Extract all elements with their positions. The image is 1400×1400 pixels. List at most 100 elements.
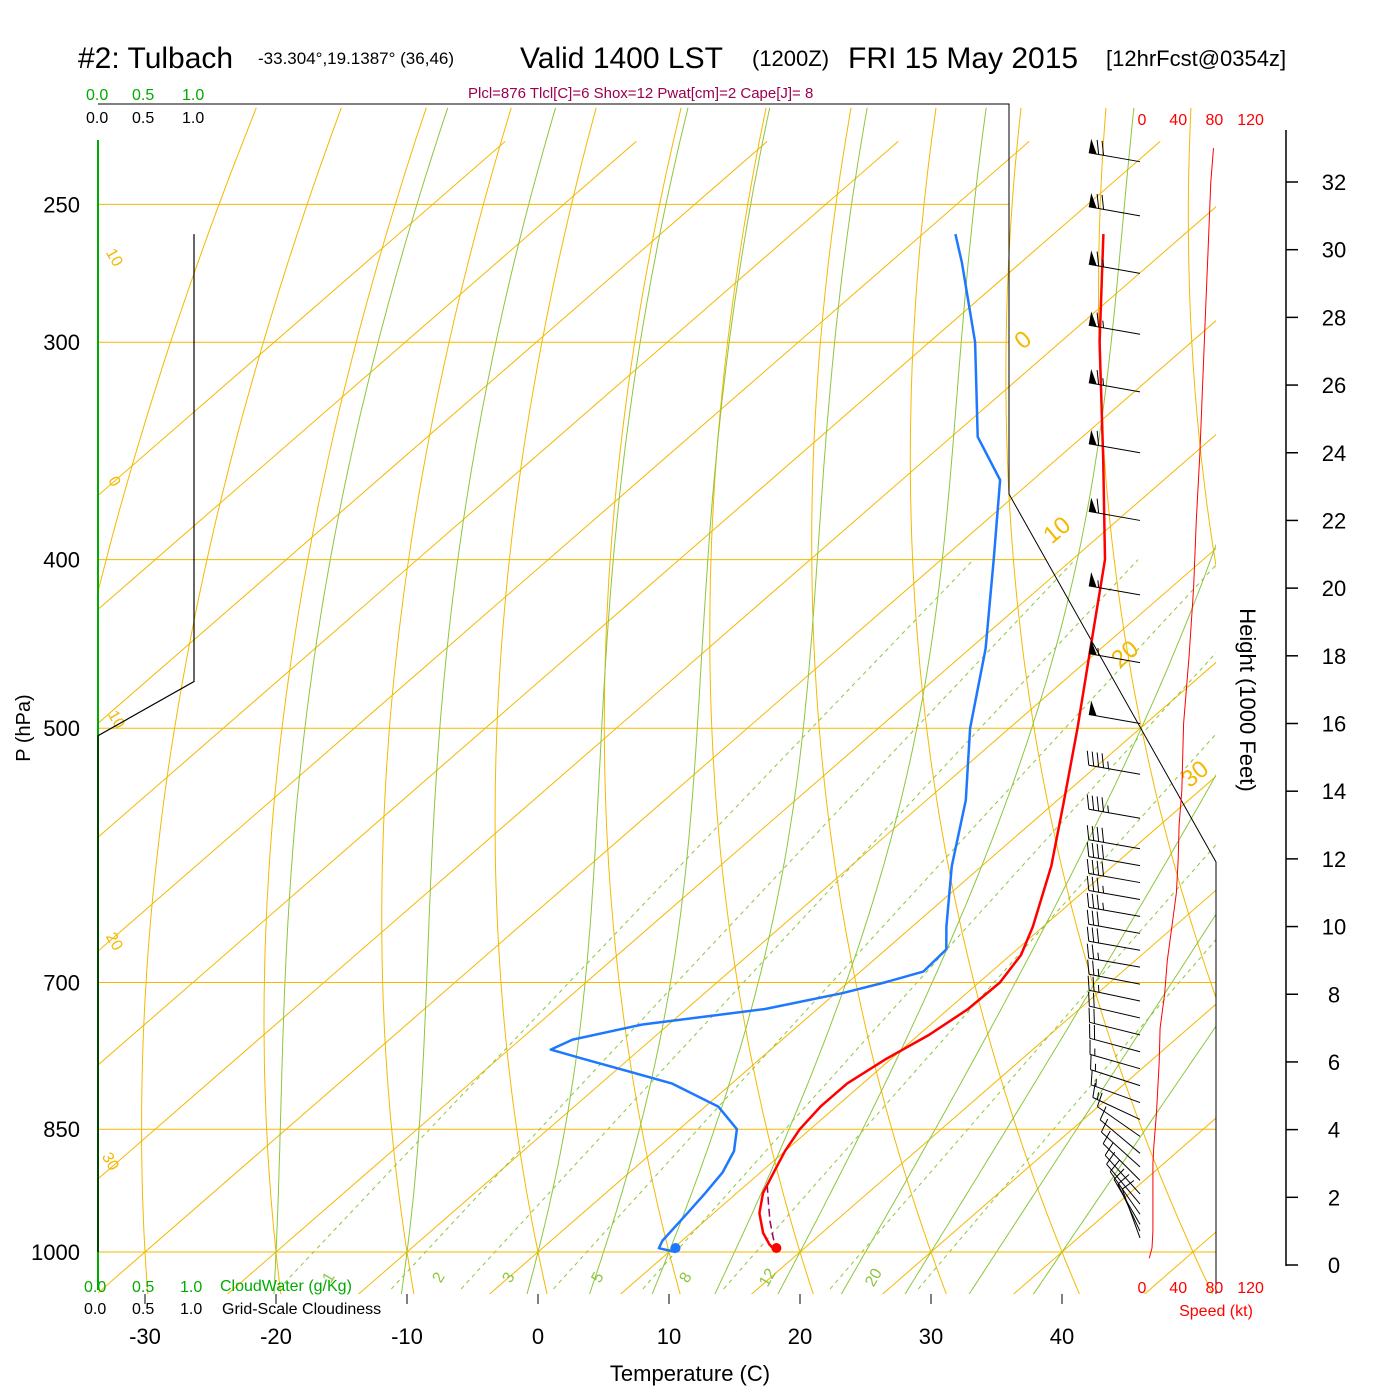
height-tick-label: 14: [1322, 779, 1346, 804]
barb-full: [1092, 1083, 1096, 1098]
chart-title: #2: Tulbach -33.304°,19.1387° (36,46) Va…: [78, 42, 1286, 75]
barb-shaft: [1088, 940, 1141, 951]
barb-full: [1092, 976, 1095, 992]
title-station: #2: Tulbach: [78, 42, 233, 75]
mixing-ratio-line: [391, 559, 1076, 1290]
barb-full: [1101, 861, 1105, 877]
barb-flag: [1088, 369, 1097, 385]
barb-half: [1097, 968, 1100, 977]
barb-shaft: [1088, 653, 1141, 664]
cw-tick-top-2: 1.0: [182, 87, 204, 104]
barb-half: [1095, 1079, 1097, 1087]
height-tick-label: 28: [1322, 305, 1346, 330]
isotherm-line: [1241, 141, 1400, 1324]
cc-tick-top-1: 0.5: [132, 110, 154, 127]
barb-half: [1107, 805, 1109, 813]
barb-full: [1099, 1106, 1107, 1121]
barb-shaft: [1088, 714, 1141, 724]
moist-adiabat-line: [904, 774, 1216, 1294]
x-tick-label: 30: [919, 1324, 943, 1349]
barb-full: [1091, 859, 1095, 875]
barb-full: [1092, 960, 1095, 976]
barb-shaft: [1088, 152, 1141, 163]
cc-tick-bot-0: 0.0: [84, 1301, 106, 1318]
barb-full: [1086, 875, 1090, 891]
barb-full: [1096, 894, 1100, 910]
barb-full: [1096, 251, 1100, 267]
barb-shaft: [1088, 764, 1141, 775]
wind-barb: [1089, 1023, 1141, 1053]
wind-barb: [1088, 497, 1141, 521]
moist-adiabat-line: [651, 107, 868, 1294]
x-tick-label: 10: [657, 1324, 681, 1349]
barb-shaft: [1097, 1106, 1141, 1137]
wind-speed-line: [1148, 148, 1214, 1259]
barb-full: [1121, 1180, 1135, 1190]
dry-adiabat-line: [1098, 107, 1216, 1000]
barb-full: [1091, 944, 1095, 960]
cc-tick-bot-2: 1.0: [180, 1301, 202, 1318]
barb-full: [1096, 843, 1100, 859]
surface-dewpoint-point: [670, 1243, 681, 1253]
mixing-ratio-line: [278, 559, 974, 1290]
barb-half: [1096, 1092, 1100, 1100]
barb-shaft: [1104, 1154, 1141, 1195]
wind-barb: [1099, 1106, 1141, 1154]
barb-full: [1090, 1070, 1093, 1085]
barb-half: [1097, 984, 1100, 993]
barb-shaft: [1121, 1188, 1141, 1239]
barb-shaft: [1113, 1179, 1141, 1225]
barb-full: [1096, 860, 1100, 876]
barb-full: [1096, 139, 1100, 155]
isotherm-line: [488, 661, 1216, 1294]
height-tick-label: 8: [1328, 982, 1340, 1007]
barb-shaft: [1088, 923, 1141, 934]
barb-flag: [1088, 700, 1097, 716]
barb-full: [1092, 992, 1095, 1008]
wind-barb: [1087, 975, 1141, 1002]
barb-full: [1091, 842, 1095, 858]
dry-adiabat-line: [1361, 108, 1400, 1324]
barb-full: [1101, 844, 1105, 860]
barb-full: [1096, 430, 1100, 446]
x-tick-label: 40: [1050, 1324, 1074, 1349]
dewpoint-line: [549, 233, 1002, 1254]
barb-full: [1086, 859, 1090, 874]
barb-shaft: [1090, 1084, 1141, 1104]
cloud-scale-top: 0.0 0.5 1.0 0.0 0.5 1.0: [86, 87, 204, 127]
wind-barb: [1087, 959, 1141, 985]
wind-barb: [1088, 639, 1141, 664]
barb-shaft: [1089, 1021, 1141, 1036]
barb-full: [1091, 910, 1095, 926]
mixing-ratio-label: 8: [677, 1270, 696, 1286]
isotherm-line: [98, 141, 899, 838]
barb-full: [1087, 975, 1090, 991]
title-coords: -33.304°,19.1387° (36,46): [258, 49, 454, 68]
mixing-ratio-label: 20: [862, 1266, 886, 1290]
barb-shaft: [1088, 263, 1141, 274]
temperature-line: [758, 234, 1107, 1253]
height-tick-label: 32: [1322, 170, 1346, 195]
barb-half: [1102, 259, 1105, 268]
cw-tick-top-0: 0.0: [86, 87, 108, 104]
sounding-lines: [549, 233, 1107, 1254]
isotherm-line: [98, 206, 1216, 1180]
barb-full: [1091, 927, 1095, 943]
height-tick-label: 6: [1328, 1050, 1340, 1075]
speed-tick-label-top: 120: [1237, 112, 1264, 129]
cloudwater-label: CloudWater (g/Kg): [220, 1278, 352, 1295]
pressure-tick-label: 1000: [31, 1240, 80, 1265]
wind-barb: [1113, 1168, 1141, 1225]
barb-full: [1096, 911, 1100, 927]
height-axis-title: Height (1000 Feet): [1235, 608, 1260, 791]
wind-barb: [1088, 369, 1141, 393]
height-tick-label: 0: [1328, 1253, 1340, 1278]
title-zulu: (1200Z): [752, 46, 829, 71]
mixing-ratio-line: [723, 733, 1216, 1290]
barb-full: [1096, 752, 1100, 768]
barb-shaft: [1088, 382, 1141, 393]
dry-adiabat-line: [263, 107, 427, 1294]
isotherm-line: [98, 320, 1216, 1294]
wind-barb: [1096, 1092, 1141, 1137]
isotherm-line: [226, 433, 1216, 1294]
